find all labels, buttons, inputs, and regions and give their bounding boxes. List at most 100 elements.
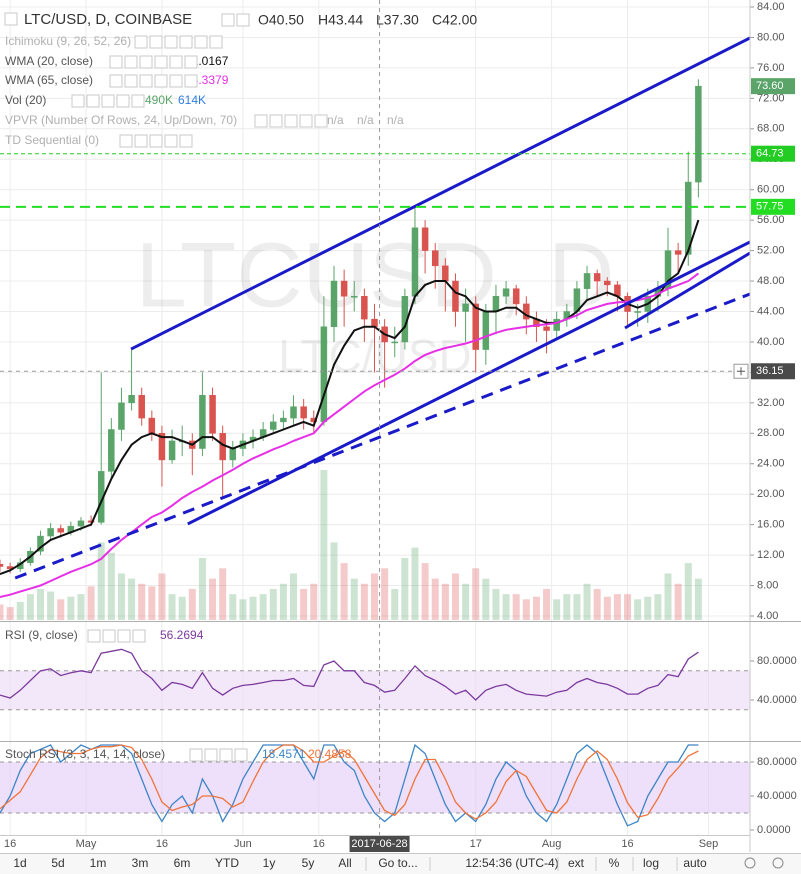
legend-icon[interactable]	[314, 114, 328, 128]
legend-icon[interactable]	[234, 748, 248, 762]
menu-icon[interactable]	[4, 12, 18, 26]
option-button[interactable]: log	[643, 856, 659, 870]
trend-line	[130, 36, 750, 351]
range-button[interactable]: 1m	[90, 856, 107, 870]
y-tick-label: 32.00	[757, 397, 785, 409]
candle-body	[310, 417, 318, 423]
range-button[interactable]: YTD	[215, 856, 239, 870]
legend-icon[interactable]	[87, 629, 101, 643]
volume-bar	[269, 588, 277, 620]
price-level-label: 64.73	[756, 148, 784, 160]
volume-bar	[492, 588, 500, 620]
range-button[interactable]: All	[338, 856, 351, 870]
range-button[interactable]: 5d	[51, 856, 64, 870]
goto-button[interactable]: Go to...	[378, 856, 417, 870]
settings-icon[interactable]	[744, 857, 756, 869]
candle-body	[604, 280, 611, 286]
candle-body	[37, 535, 44, 552]
last-price-label: 73.60	[756, 80, 784, 92]
y-tick-label: 56.00	[757, 214, 785, 226]
legend-icon[interactable]	[254, 114, 268, 128]
legend-icon[interactable]	[131, 94, 145, 108]
legend-icon[interactable]	[134, 134, 148, 148]
legend-icon[interactable]	[184, 55, 198, 69]
x-tick-label: Sep	[699, 838, 719, 850]
legend-icon[interactable]	[101, 94, 115, 108]
legend-icon[interactable]	[219, 748, 233, 762]
ohlc-close: C42.00	[432, 12, 477, 28]
legend-icon[interactable]	[169, 74, 183, 88]
legend-icon[interactable]	[236, 13, 250, 27]
legend-icon[interactable]	[149, 134, 163, 148]
legend-icon[interactable]	[124, 74, 138, 88]
volume-bar	[553, 599, 561, 620]
candle-body	[583, 273, 591, 289]
legend-icon[interactable]	[209, 35, 223, 49]
candle-body	[523, 303, 530, 320]
y-tick-label: 68.00	[757, 123, 785, 135]
legend-icon[interactable]	[149, 35, 163, 49]
legend-icon[interactable]	[154, 55, 168, 69]
option-button[interactable]: auto	[683, 856, 707, 870]
legend-icon[interactable]	[204, 748, 218, 762]
legend-icons	[71, 13, 328, 762]
legend-icon[interactable]	[139, 55, 153, 69]
legend-icon[interactable]	[284, 114, 298, 128]
legend-icon[interactable]	[139, 74, 153, 88]
candle-body	[593, 273, 601, 282]
volume-bar	[168, 594, 176, 620]
ohlc-open: O40.50	[258, 12, 304, 28]
candle-body	[300, 406, 307, 419]
stoch-pane	[0, 743, 750, 827]
legend-icon[interactable]	[189, 748, 203, 762]
volume-bar	[47, 591, 55, 620]
crosshair-price-tag	[751, 363, 795, 380]
legend-icon[interactable]	[184, 74, 198, 88]
legend-icon[interactable]	[109, 55, 123, 69]
legend-icon[interactable]	[194, 35, 208, 49]
legend-icon[interactable]	[179, 35, 193, 49]
range-button[interactable]: 1y	[263, 856, 276, 870]
legend-icon[interactable]	[124, 55, 138, 69]
legend-icon[interactable]	[119, 134, 133, 148]
y-tick-label: 12.00	[757, 549, 785, 561]
settings-icon[interactable]	[772, 857, 784, 869]
volume-bar	[401, 557, 409, 620]
grid-layer	[0, 0, 750, 835]
range-button[interactable]: 5y	[302, 856, 315, 870]
legend-icon[interactable]	[154, 74, 168, 88]
legend-icon[interactable]	[86, 94, 100, 108]
candle-body	[512, 288, 520, 305]
legend-icon[interactable]	[116, 94, 130, 108]
option-button[interactable]: ext	[568, 856, 585, 870]
legend-icon[interactable]	[102, 629, 116, 643]
volume-bar	[178, 596, 186, 620]
volume-bar	[391, 588, 399, 620]
volume-bar	[239, 599, 247, 620]
candle-body	[502, 288, 510, 297]
legend-icon[interactable]	[71, 94, 85, 108]
volume-bar	[482, 578, 490, 620]
range-button[interactable]: 3m	[132, 856, 149, 870]
legend-icon[interactable]	[109, 74, 123, 88]
watermark: LTCUSD, D	[136, 224, 615, 326]
range-button[interactable]: 6m	[174, 856, 191, 870]
legend-icon[interactable]	[221, 13, 235, 27]
candle-body	[462, 303, 469, 312]
legend-icon[interactable]	[132, 629, 146, 643]
legend-icon[interactable]	[169, 55, 183, 69]
trend-line	[624, 251, 750, 330]
volume-bar	[421, 563, 429, 620]
legend-icon[interactable]	[117, 629, 131, 643]
legend-icon[interactable]	[179, 134, 193, 148]
legend-icon[interactable]	[164, 134, 178, 148]
volume-bar	[512, 594, 520, 620]
volume-bar	[107, 552, 115, 620]
legend-icon[interactable]	[269, 114, 283, 128]
volume-bar	[229, 594, 237, 620]
range-button[interactable]: 1d	[13, 856, 26, 870]
option-button[interactable]: %	[609, 856, 620, 870]
legend-icon[interactable]	[164, 35, 178, 49]
legend-icon[interactable]	[299, 114, 313, 128]
legend-icon[interactable]	[134, 35, 148, 49]
